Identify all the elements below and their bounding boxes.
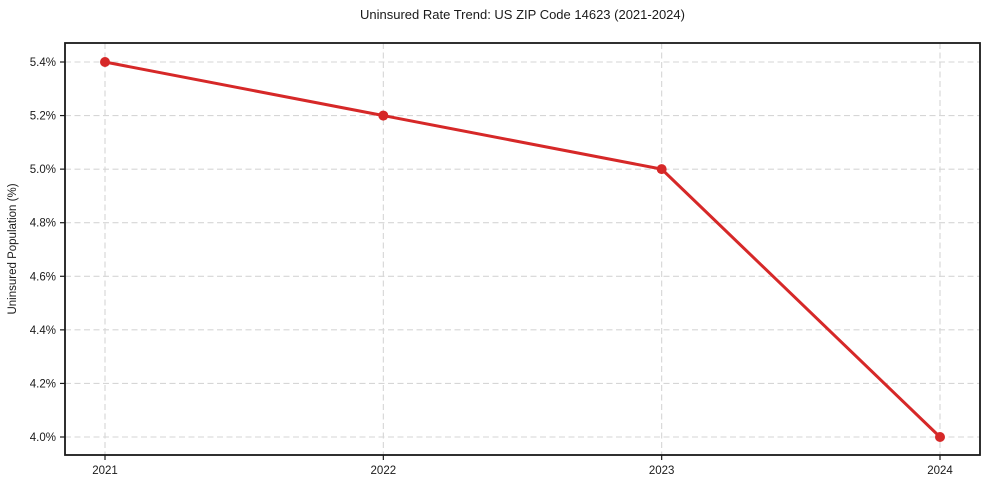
x-tick-label: 2024: [927, 465, 953, 477]
data-line: [103, 60, 942, 439]
data-point: [378, 110, 389, 121]
axis-ticks: [60, 61, 941, 460]
x-tick-label: 2021: [92, 465, 118, 477]
data-series: [100, 57, 945, 442]
y-tick-label: 4.4%: [30, 325, 56, 337]
x-tick-label: 2023: [649, 465, 675, 477]
chart-title: Uninsured Rate Trend: US ZIP Code 14623 …: [360, 7, 685, 22]
data-point: [100, 57, 110, 67]
x-tick-label: 2022: [371, 465, 397, 477]
data-point: [935, 432, 945, 442]
y-tick-label: 5.0%: [30, 164, 56, 176]
gridlines: [65, 43, 980, 455]
y-tick-label: 5.2%: [30, 111, 56, 123]
y-tick-label: 4.8%: [30, 218, 56, 230]
y-tick-label: 5.4%: [30, 57, 56, 69]
data-point: [656, 164, 667, 175]
y-tick-label: 4.2%: [30, 378, 56, 390]
y-tick-label: 4.0%: [30, 432, 56, 444]
y-tick-label: 4.6%: [30, 271, 56, 283]
plot-border: [64, 42, 981, 456]
tick-labels: 4.0% 4.2% 4.4% 4.6% 4.8% 5.0% 5.2% 5.4% 2021 2022…: [30, 57, 954, 477]
